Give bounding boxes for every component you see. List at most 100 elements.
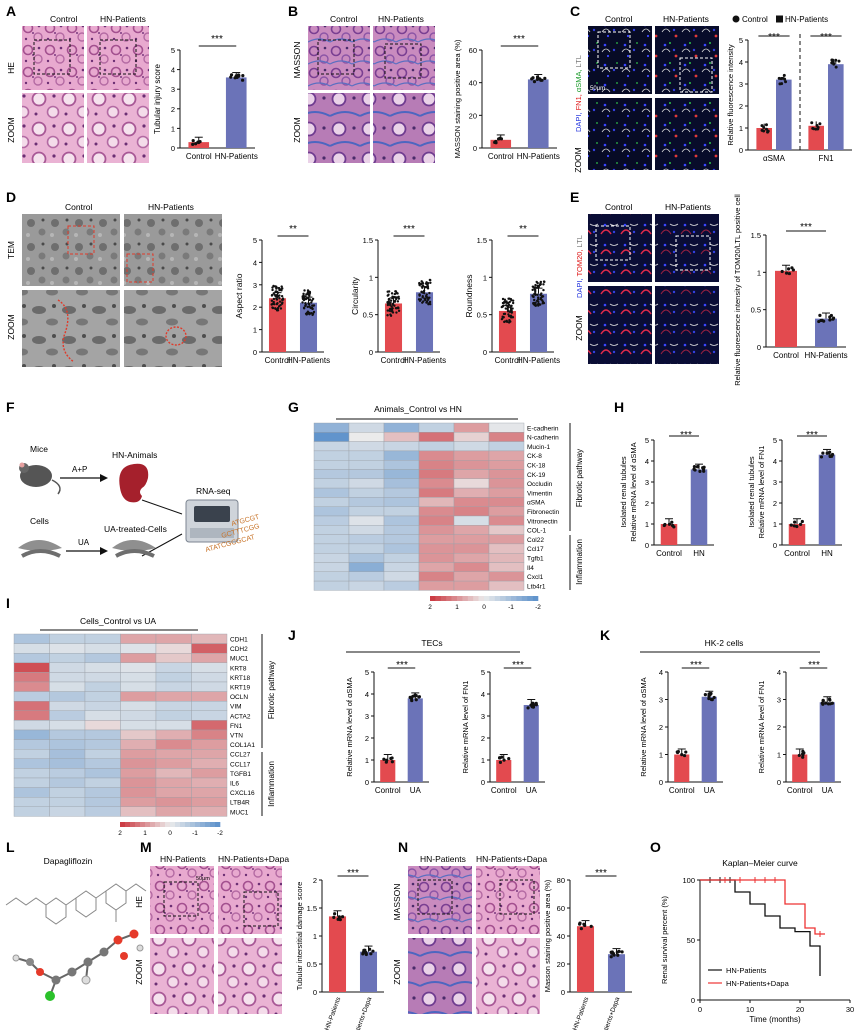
heatmap-cell xyxy=(191,701,228,712)
data-point xyxy=(271,306,275,310)
data-point xyxy=(425,296,429,299)
heatmap-cell xyxy=(348,487,385,498)
km-title: Kaplan–Meier curve xyxy=(722,858,798,868)
y-tick-label: 1 xyxy=(481,756,485,765)
data-point xyxy=(278,288,281,292)
gene-label: KRT8 xyxy=(230,665,247,672)
y-tick-label: 1 xyxy=(739,124,743,133)
panel-letter: O xyxy=(650,839,661,855)
y-tick-label: 3 xyxy=(659,696,663,705)
group-label-inflammation: Inflammation xyxy=(267,761,276,807)
group-label-hn: HN-Patients xyxy=(420,854,466,864)
heatmap-cell xyxy=(313,515,350,526)
y-tick-label: 20 xyxy=(469,111,477,120)
data-point xyxy=(540,295,543,299)
heatmap-cell xyxy=(418,450,455,461)
scale-segment xyxy=(484,596,490,601)
bar xyxy=(792,754,808,782)
x-tick-label: HN-Patients xyxy=(517,152,560,161)
data-point xyxy=(409,696,414,701)
micrograph-masson-hn xyxy=(373,26,435,90)
data-point xyxy=(818,313,822,317)
data-point xyxy=(837,59,841,63)
data-point xyxy=(709,697,714,702)
x-tick-label: 30 xyxy=(846,1005,854,1014)
panel-e: E Control HN-Patients DAPI, TOM20, LTL ZOO… xyxy=(570,189,848,386)
heatmap-cell xyxy=(488,432,525,442)
data-point xyxy=(828,450,832,454)
data-point xyxy=(509,309,512,312)
data-point xyxy=(540,292,543,295)
data-point xyxy=(386,314,389,317)
chart-b-ylabel: MASSON staining positive area (%) xyxy=(453,39,462,158)
heatmap-cell xyxy=(418,580,455,591)
data-point xyxy=(795,524,799,529)
x-tick-label: HN xyxy=(693,549,705,558)
data-point xyxy=(672,525,676,529)
data-point xyxy=(532,285,535,289)
x-tick-label: 10 xyxy=(746,1005,754,1014)
y-tick-label: 0 xyxy=(777,778,781,787)
y-tick-label: 1 xyxy=(253,326,257,335)
data-point xyxy=(792,524,796,528)
data-point xyxy=(302,297,305,301)
x-tick-label: Control xyxy=(375,786,401,795)
y-tick-label: 3 xyxy=(171,85,175,94)
heatmap-cell xyxy=(488,469,525,480)
y-tick-label: 3 xyxy=(739,80,743,89)
heatmap-cell xyxy=(383,571,420,582)
data-point xyxy=(533,292,536,296)
panel-letter: N xyxy=(398,839,408,855)
data-point xyxy=(793,520,797,524)
heatmap-cell xyxy=(418,534,455,545)
scale-segment xyxy=(125,822,131,827)
heatmap-cell xyxy=(348,478,385,489)
heatmap-cell xyxy=(348,562,385,573)
zoom-box xyxy=(417,879,453,915)
data-point xyxy=(191,142,195,146)
data-point xyxy=(307,302,310,305)
x-tick-label: HN-Patients xyxy=(403,356,446,365)
x-tick-label: HN-Patients+Dapa xyxy=(596,996,621,1030)
micrograph-he-hn xyxy=(87,26,149,90)
data-point xyxy=(501,305,504,308)
heatmap-cell xyxy=(418,469,455,480)
data-point xyxy=(393,304,396,307)
data-point xyxy=(766,129,770,133)
data-point xyxy=(810,121,814,125)
heatmap-cell xyxy=(13,701,50,712)
gene-label: CK-8 xyxy=(527,453,542,460)
data-point xyxy=(276,302,279,305)
significance-marker: *** xyxy=(403,224,415,235)
chart-c: 0 1 2 3 4 5 αSMA FN1 xyxy=(739,35,852,163)
data-point xyxy=(390,756,394,760)
heatmap-cell xyxy=(155,806,192,817)
gene-label: VTN xyxy=(230,732,243,739)
km-line-dapa xyxy=(700,879,825,935)
data-point xyxy=(389,303,392,307)
data-point xyxy=(368,947,372,951)
data-point xyxy=(364,952,368,957)
heatmap-cell xyxy=(418,553,455,563)
panel-letter: B xyxy=(288,3,298,19)
data-point xyxy=(304,295,307,298)
data-point xyxy=(680,753,684,757)
data-point xyxy=(578,921,582,925)
scale-segment xyxy=(210,822,216,827)
heatmap-cell xyxy=(488,422,525,433)
scale-segment xyxy=(500,596,506,601)
scale-segment xyxy=(135,822,141,827)
data-point xyxy=(386,303,390,307)
data-point xyxy=(539,78,543,82)
chart-h2-ylabel-2: Relative mRNA level of FN1 xyxy=(757,446,766,539)
data-point xyxy=(828,454,832,459)
data-point xyxy=(541,302,544,305)
bar xyxy=(607,954,626,992)
data-point xyxy=(278,300,282,303)
gene-label: LTB4R xyxy=(230,800,250,807)
heatmap-cell xyxy=(191,681,228,692)
data-point xyxy=(786,267,791,271)
gene-label: Il4 xyxy=(527,565,534,572)
data-point xyxy=(812,127,816,131)
heatmap-cell xyxy=(418,478,455,489)
